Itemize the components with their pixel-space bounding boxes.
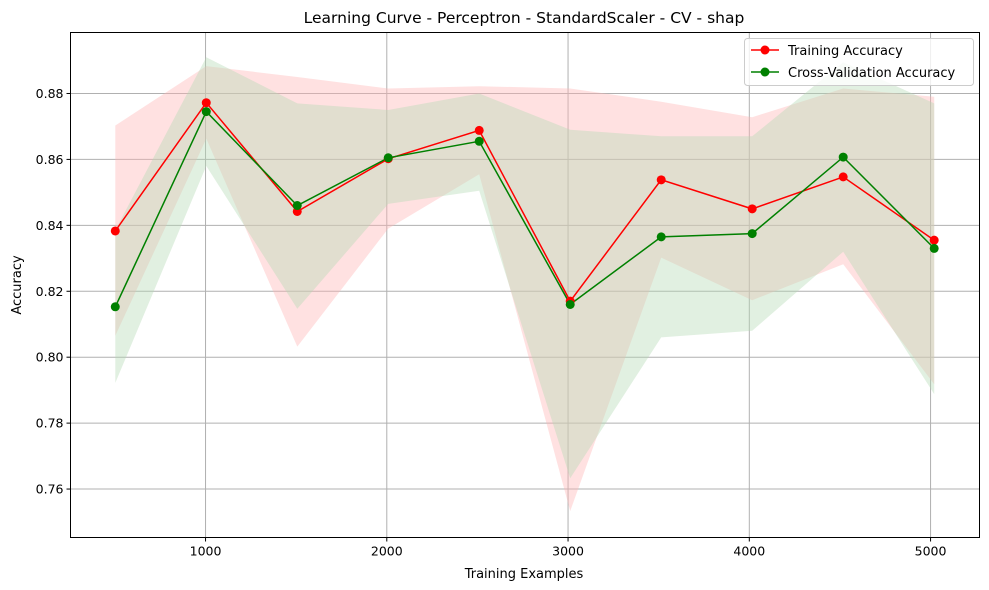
y-tick-label: 0.80 xyxy=(36,350,64,365)
cross-validation-point xyxy=(656,232,666,242)
cross-validation-point xyxy=(474,136,484,146)
y-tick-label: 0.76 xyxy=(36,482,64,497)
chart-title: Learning Curve - Perceptron - StandardSc… xyxy=(304,9,745,27)
legend-box xyxy=(744,38,974,86)
legend-marker-training xyxy=(760,45,770,55)
legend-marker-cross-validation xyxy=(760,67,770,77)
cross-validation-point xyxy=(565,299,575,309)
training-accuracy-point xyxy=(838,172,848,182)
cross-validation-point xyxy=(110,302,120,312)
training-accuracy-point xyxy=(747,204,757,214)
y-axis-ticks: 0.76 0.78 0.80 0.82 0.84 0.86 0.88 xyxy=(36,86,71,497)
training-accuracy-line xyxy=(114,101,935,303)
cross-validation-line xyxy=(114,110,935,308)
training-accuracy-point xyxy=(929,235,939,245)
cross-validation-point xyxy=(838,152,848,162)
training-accuracy-point xyxy=(201,98,211,108)
x-tick-label: 5000 xyxy=(915,544,947,559)
y-tick-label: 0.88 xyxy=(36,86,64,101)
legend-label-training: Training Accuracy xyxy=(787,44,903,59)
series-markers xyxy=(110,98,939,312)
y-tick-label: 0.82 xyxy=(36,284,64,299)
x-axis-ticks: 1000 2000 3000 4000 5000 xyxy=(190,537,947,559)
plot-frame xyxy=(70,32,980,538)
y-tick-label: 0.84 xyxy=(36,218,64,233)
x-axis-title: Training Examples xyxy=(464,567,584,582)
cross-validation-band xyxy=(115,57,935,479)
legend-label-cross-validation: Cross-Validation Accuracy xyxy=(788,66,956,81)
y-tick-label: 0.78 xyxy=(36,416,64,431)
series-lines xyxy=(114,101,935,308)
y-tick-label: 0.86 xyxy=(36,152,64,167)
cross-validation-point xyxy=(929,243,939,253)
training-accuracy-point xyxy=(110,226,120,236)
confidence-bands xyxy=(115,57,935,512)
cross-validation-point xyxy=(383,153,393,163)
y-axis-title: Accuracy xyxy=(10,255,25,315)
training-accuracy-band xyxy=(115,66,935,512)
training-accuracy-point xyxy=(656,175,666,185)
x-tick-label: 1000 xyxy=(190,544,222,559)
legend: Training Accuracy Cross-Validation Accur… xyxy=(744,38,974,86)
grid-lines xyxy=(70,32,980,538)
training-accuracy-point xyxy=(474,125,484,135)
x-tick-label: 3000 xyxy=(552,544,584,559)
x-tick-label: 4000 xyxy=(733,544,765,559)
cross-validation-point xyxy=(747,229,757,239)
cross-validation-point xyxy=(201,107,211,117)
cross-validation-point xyxy=(292,201,302,211)
x-tick-label: 2000 xyxy=(371,544,403,559)
